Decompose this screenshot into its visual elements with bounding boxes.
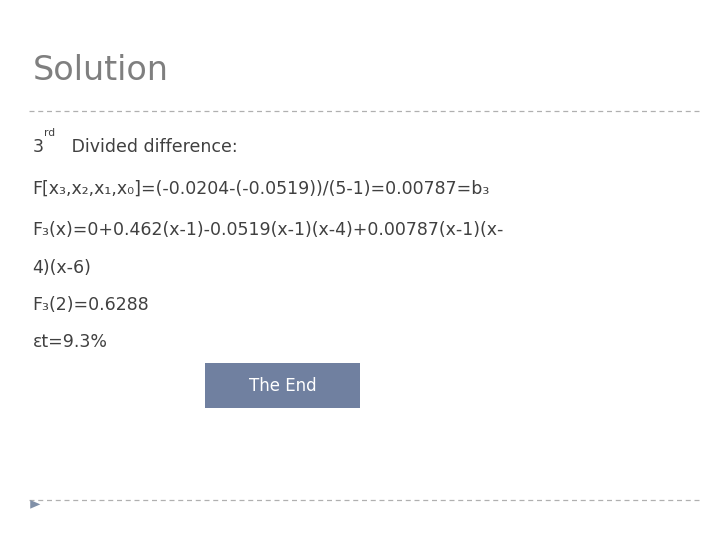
- Text: The End: The End: [249, 376, 316, 395]
- Text: F[x₃,x₂,x₁,x₀]=(-0.0204-(-0.0519))/(5-1)=0.00787=b₃: F[x₃,x₂,x₁,x₀]=(-0.0204-(-0.0519))/(5-1)…: [32, 179, 490, 197]
- FancyBboxPatch shape: [205, 363, 360, 408]
- Text: 3: 3: [32, 138, 43, 156]
- Text: rd: rd: [44, 128, 55, 138]
- Text: Divided difference:: Divided difference:: [55, 138, 238, 156]
- Polygon shape: [30, 500, 40, 509]
- Text: F₃(2)=0.6288: F₃(2)=0.6288: [32, 296, 149, 314]
- Text: εt=9.3%: εt=9.3%: [32, 333, 107, 350]
- Text: Solution: Solution: [32, 54, 168, 87]
- Text: F₃(x)=0+0.462(x-1)-0.0519(x-1)(x-4)+0.00787(x-1)(x-: F₃(x)=0+0.462(x-1)-0.0519(x-1)(x-4)+0.00…: [32, 221, 504, 239]
- Text: 4)(x-6): 4)(x-6): [32, 259, 91, 277]
